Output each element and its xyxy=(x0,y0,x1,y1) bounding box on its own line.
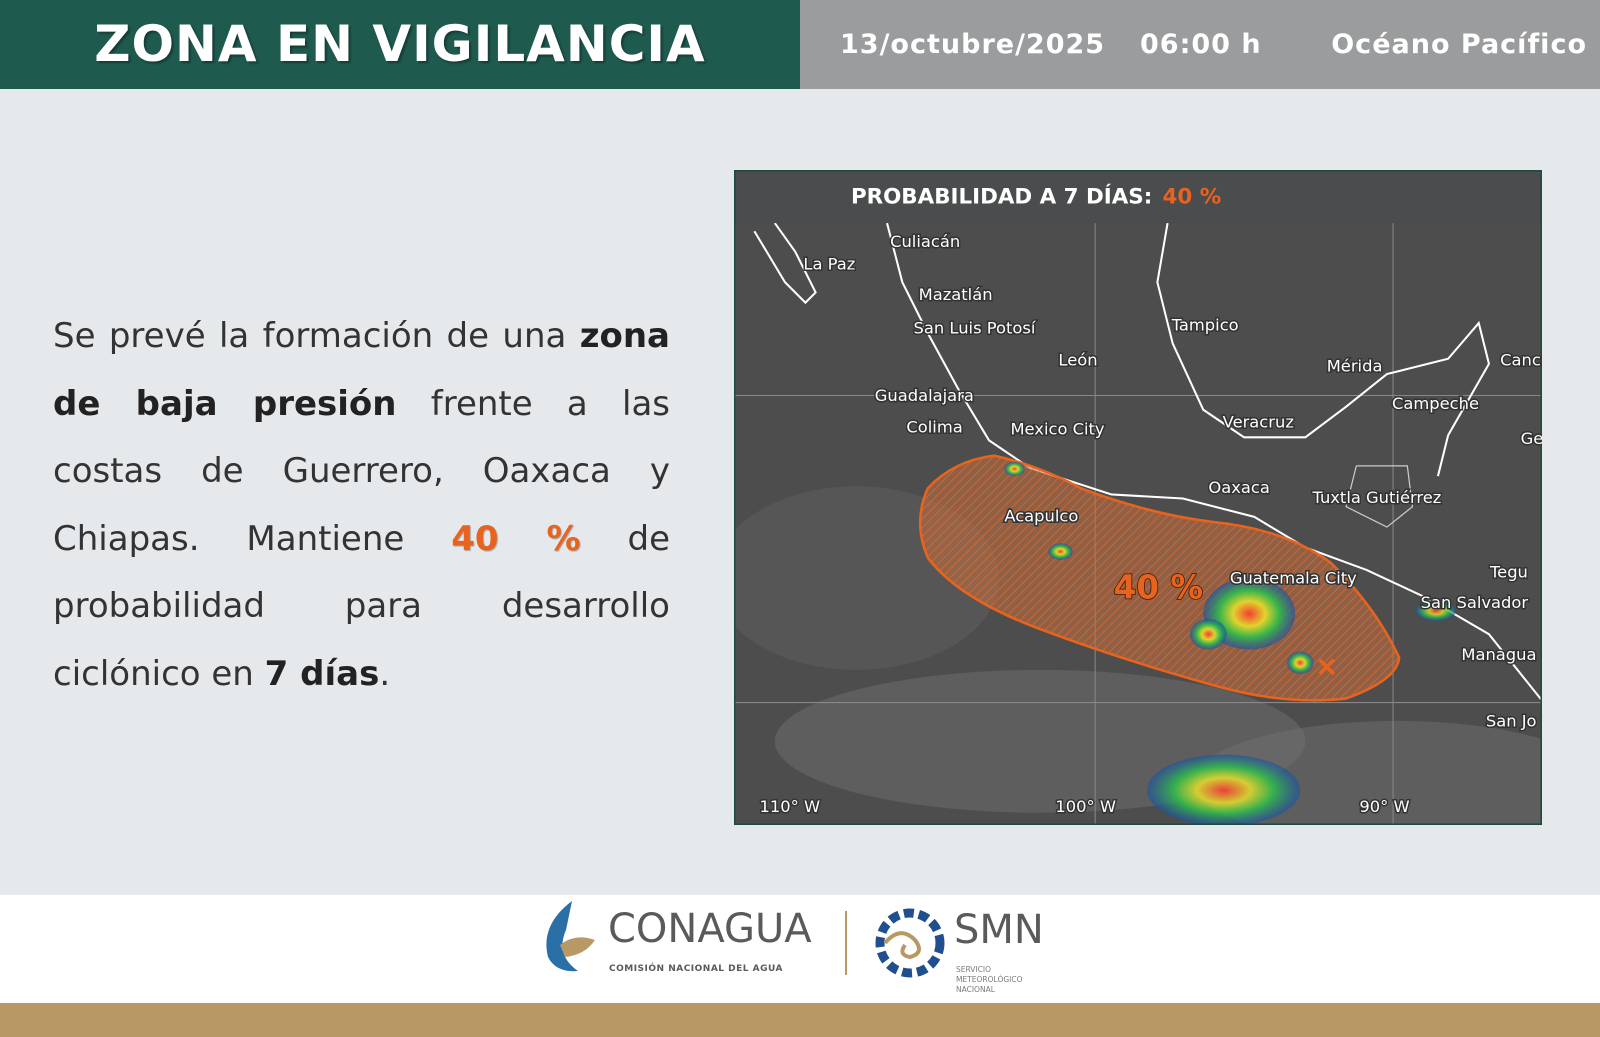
smn-name: SMN xyxy=(954,907,1044,953)
smn-subtitle: NACIONAL xyxy=(956,985,996,994)
smn-subtitle: METEOROLÓGICO xyxy=(956,975,1023,984)
city-label: Ge xyxy=(1521,429,1542,448)
map-title: PROBABILIDAD A 7 DÍAS: xyxy=(851,184,1152,210)
city-label: Oaxaca xyxy=(1208,478,1269,497)
text-highlight: 40 % xyxy=(451,518,581,559)
footer-band xyxy=(0,1003,1600,1037)
header-time: 06:00 h xyxy=(1140,29,1262,60)
text: . xyxy=(379,653,391,694)
city-label: La Paz xyxy=(803,254,855,273)
header-band xyxy=(0,0,800,89)
city-label: Acapulco xyxy=(1004,506,1078,525)
text-bold: 7 días xyxy=(264,653,380,694)
map-title-bar xyxy=(734,170,1542,224)
conagua-subtitle: COMISIÓN NACIONAL DEL AGUA xyxy=(609,962,783,974)
city-label: Colima xyxy=(906,418,962,437)
city-label: León xyxy=(1058,350,1097,369)
text: de probabilidad para desarrollo ciclónic… xyxy=(53,518,670,694)
city-label: Veracruz xyxy=(1223,413,1294,432)
longitude-label: 90° W xyxy=(1359,797,1409,816)
text: frente a las costas de Guerrero, Oaxaca … xyxy=(53,383,671,559)
text-bold: zona de baja presión xyxy=(53,316,670,424)
map-probability: 40 % xyxy=(1162,185,1221,210)
city-label: San Salvador xyxy=(1421,593,1529,612)
city-label: Mexico City xyxy=(1010,420,1104,439)
city-label: Managua xyxy=(1461,645,1536,664)
header-title: ZONA EN VIGILANCIA xyxy=(94,15,706,73)
smn-icon xyxy=(875,908,945,978)
longitude-label: 100° W xyxy=(1055,797,1116,816)
city-label: Mazatlán xyxy=(919,285,993,304)
text: Se prevé la formación de una xyxy=(53,316,580,356)
area-label: 40 % xyxy=(1114,568,1203,606)
city-label: Tuxtla Gutiérrez xyxy=(1311,488,1441,507)
city-label: San Luis Potosí xyxy=(914,319,1036,338)
header-date: 13/octubre/2025 xyxy=(840,29,1106,60)
city-label: Campeche xyxy=(1392,394,1479,413)
city-label: Guatemala City xyxy=(1230,569,1357,588)
conagua-icon xyxy=(546,901,578,972)
description: Se prevé la formación de una zona de baj… xyxy=(53,303,670,708)
footer: CONAGUA COMISIÓN NACIONAL DEL AGUA SMN S… xyxy=(0,895,1600,1003)
city-label: Canc xyxy=(1500,350,1541,369)
map: 40 % PROBABILIDAD A 7 DÍAS: 40 % Culiacá… xyxy=(734,170,1542,825)
city-label: Mérida xyxy=(1327,356,1383,375)
city-label: San Jo xyxy=(1486,711,1537,730)
city-label: Culiacán xyxy=(890,232,960,251)
header-info-band xyxy=(800,0,1600,89)
city-label: Tegu xyxy=(1489,562,1528,581)
map-imagery: 40 % xyxy=(734,170,1542,825)
longitude-label: 110° W xyxy=(760,797,821,816)
logos: CONAGUA COMISIÓN NACIONAL DEL AGUA SMN S… xyxy=(546,901,1044,994)
smn-subtitle: SERVICIO xyxy=(956,965,991,974)
city-label: Tampico xyxy=(1171,316,1239,335)
map-frame xyxy=(734,170,1542,825)
conagua-name: CONAGUA xyxy=(608,906,812,952)
header-region: Océano Pacífico xyxy=(1331,29,1587,60)
city-label: Guadalajara xyxy=(875,386,974,405)
